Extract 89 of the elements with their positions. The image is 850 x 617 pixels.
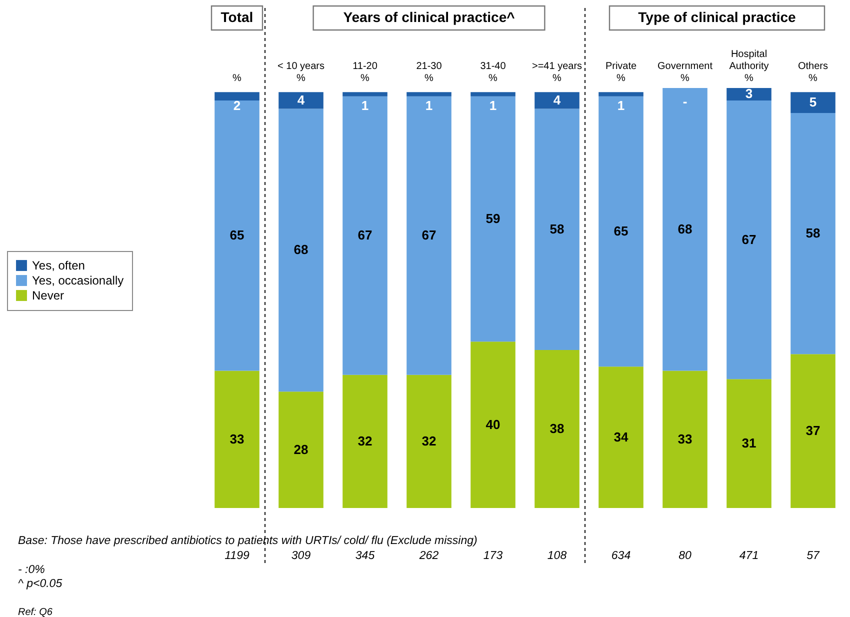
bar [534, 92, 580, 109]
bar [214, 370, 260, 508]
x-tick-label: 31-40 % [480, 61, 506, 84]
data-label: 59 [486, 210, 500, 226]
text: 173 [483, 550, 504, 562]
data-label: 1 [425, 98, 433, 114]
x-tick-label: 21-30 % [416, 61, 442, 84]
data-label: - [682, 94, 688, 109]
data-label: 67 [422, 228, 436, 243]
data-label: 4 [297, 92, 306, 108]
data-label: 67 [742, 232, 756, 247]
data-label: 33 [678, 431, 692, 446]
bar [470, 92, 516, 96]
text: 471 [739, 550, 759, 562]
text: 1199 [224, 550, 250, 562]
data-label: 58 [806, 226, 820, 241]
text: Total [220, 9, 254, 25]
data-label: 1 [617, 98, 625, 114]
bar [214, 92, 260, 100]
bar [342, 96, 388, 375]
bar [726, 100, 772, 380]
x-tick-label: Private % [605, 61, 637, 84]
data-label: 3 [745, 86, 753, 102]
text: 345 [355, 550, 376, 562]
data-label: 34 [614, 429, 629, 444]
data-label: 31 [742, 436, 756, 451]
legend-label: Yes, often [32, 258, 85, 272]
x-tick-label: >=41 years % [532, 61, 582, 84]
data-label: 2 [233, 98, 241, 114]
data-label: 67 [358, 228, 372, 243]
text: 57 [806, 550, 820, 562]
bar [726, 379, 772, 508]
data-label: 4 [553, 92, 562, 108]
legend-label: Never [32, 288, 64, 302]
bar [342, 92, 388, 96]
data-label: 68 [678, 221, 692, 236]
bar [278, 392, 324, 508]
text: 634 [611, 550, 631, 562]
data-label: 37 [806, 423, 820, 438]
x-tick-label: Hospital Authority % [729, 49, 769, 84]
bar [278, 92, 324, 109]
text: 80 [678, 550, 692, 562]
x-tick-label: Government % [657, 61, 713, 84]
text: - :0% [18, 564, 45, 576]
x-tick-label: < 10 years % [278, 61, 324, 84]
bar [406, 374, 452, 508]
bar [790, 354, 836, 508]
bar [470, 342, 516, 508]
bar [278, 108, 324, 392]
text: 108 [547, 550, 568, 562]
data-label: 1 [361, 98, 369, 114]
bar [790, 92, 836, 113]
data-label: 38 [550, 420, 564, 436]
text: 262 [418, 550, 440, 562]
data-label: 68 [294, 242, 308, 258]
text: Type of clinical practice [638, 9, 796, 25]
data-label: 65 [614, 223, 628, 238]
data-label: 40 [486, 416, 500, 432]
x-tick-label: % [232, 73, 242, 84]
bar [534, 108, 580, 350]
bar [406, 92, 452, 96]
bar [214, 100, 260, 371]
x-tick-label: Others % [798, 61, 828, 84]
bar [342, 374, 388, 508]
bar [726, 88, 772, 100]
data-label: 32 [358, 433, 372, 448]
bar [470, 96, 516, 342]
text: Base: Those have prescribed antibiotics to patients with URTIs/ cold/ flu (Exclude missing) [18, 535, 478, 547]
legend-label: Yes, occasionally [32, 274, 124, 288]
bar [598, 92, 644, 96]
bar [662, 370, 708, 508]
data-label: 65 [230, 228, 244, 243]
data-label: 1 [489, 98, 497, 114]
data-label: 28 [294, 442, 308, 457]
text: 309 [291, 550, 312, 562]
x-tick-label: 11-20 % [352, 61, 378, 84]
data-label: 58 [550, 221, 564, 236]
data-label: 5 [809, 94, 817, 110]
bar [534, 350, 580, 508]
data-label: 33 [230, 431, 244, 446]
bar [406, 96, 452, 375]
data-label: 32 [422, 433, 436, 448]
bar [598, 96, 644, 367]
bar [662, 88, 708, 371]
text: ^ p<0.05 [18, 578, 63, 590]
text: Ref: Q6 [18, 607, 53, 617]
bar [598, 366, 644, 508]
bar [790, 112, 836, 354]
text: Years of clinical practice^ [343, 9, 515, 25]
